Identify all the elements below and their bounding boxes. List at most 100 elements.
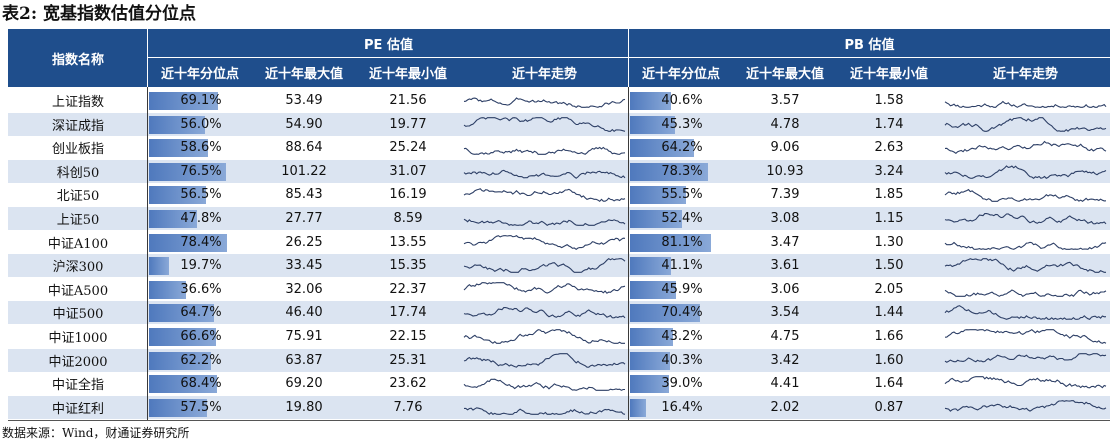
pb-percentile-value: 40.6%: [661, 93, 703, 108]
pe-percentile-value: 57.5%: [180, 399, 222, 415]
header-pe-min: 近十年最小值: [356, 58, 460, 87]
pe-max-value: 33.45: [285, 258, 323, 274]
pe-percentile-value: 68.4%: [180, 376, 222, 392]
pe-trend-sparkline: [463, 281, 626, 294]
pe-max-value: 69.20: [285, 376, 323, 392]
column-separator-pe: [147, 87, 148, 420]
pb-percentile-value: 52.4%: [661, 211, 703, 226]
pe-trend-sparkline-line: [463, 352, 626, 368]
source-note: 数据来源：Wind，财通证券研究所: [2, 426, 190, 440]
pe-min-value: 23.62: [389, 376, 427, 392]
pb-max-value: 4.78: [770, 116, 800, 132]
pe-percentile-value: 78.4%: [180, 234, 222, 250]
pb-trend-sparkline-line: [944, 100, 1107, 108]
pe-min-value: 19.77: [389, 116, 427, 132]
index-name: 中证500: [52, 307, 104, 323]
header-pb-min: 近十年最小值: [837, 58, 941, 87]
pb-percentile-value: 40.3%: [661, 352, 703, 368]
table-row: 中证A100 78.4% 26.25 13.55 81.1% 3.47 1.30: [8, 230, 1110, 254]
pb-trend-sparkline: [944, 399, 1107, 412]
pe-min-value: 17.74: [389, 305, 427, 321]
pb-trend-sparkline-line: [944, 399, 1107, 412]
pe-min-value: 7.76: [393, 399, 423, 415]
pb-trend-sparkline-line: [944, 352, 1107, 363]
pb-trend-sparkline: [944, 305, 1107, 321]
index-name: 科创50: [56, 165, 100, 181]
pb-min-value: 1.50: [874, 258, 904, 274]
pe-max-value: 53.49: [285, 93, 323, 108]
pe-percentile-bar: [149, 257, 169, 276]
pb-percentile-value: 16.4%: [661, 399, 703, 415]
pb-percentile-value: 64.2%: [661, 140, 703, 156]
pe-percentile-value: 69.1%: [180, 93, 222, 108]
pb-percentile-value: 78.3%: [661, 163, 703, 179]
pb-percentile-bar: [630, 398, 647, 417]
pb-max-value: 10.93: [766, 163, 804, 179]
pb-trend-sparkline: [944, 352, 1107, 363]
pb-max-value: 4.75: [770, 329, 800, 344]
pb-max-value: 3.06: [770, 281, 800, 297]
pb-trend-sparkline: [944, 213, 1107, 225]
pe-percentile-bar: [149, 398, 207, 417]
index-name: 中证2000: [48, 354, 108, 370]
table-title: 表2: 宽基指数估值分位点: [2, 4, 197, 24]
pb-max-value: 3.54: [770, 305, 800, 321]
header-pe-percentile: 近十年分位点: [148, 58, 252, 87]
table-row: 沪深300 19.7% 33.45 15.35 41.1% 3.61 1.50: [8, 254, 1110, 278]
pe-min-value: 25.24: [389, 140, 427, 156]
pb-trend-sparkline: [944, 376, 1107, 389]
pe-percentile-bar: [149, 115, 205, 134]
pe-trend-sparkline-line: [463, 188, 626, 203]
pb-percentile-bar: [630, 186, 686, 205]
pb-percentile-value: 45.3%: [661, 116, 703, 132]
valuation-table: 指数名称 PE 估值 PB 估值 近十年分位点 近十年最大值 近十年最小值 近十…: [8, 29, 1110, 421]
pe-max-value: 19.80: [285, 399, 323, 415]
pb-min-value: 2.05: [874, 281, 904, 297]
pe-trend-sparkline: [463, 352, 626, 368]
pb-max-value: 7.39: [770, 187, 800, 203]
pe-percentile-bar: [149, 162, 226, 181]
pe-min-value: 31.07: [389, 163, 427, 179]
pe-trend-sparkline: [463, 116, 626, 132]
index-name: 上证50: [56, 213, 100, 228]
pb-min-value: 1.64: [874, 376, 904, 392]
pb-percentile-value: 45.9%: [661, 281, 703, 297]
pe-percentile-bar: [149, 233, 228, 252]
pb-percentile-bar: [630, 351, 671, 370]
pe-max-value: 54.90: [285, 116, 323, 132]
pb-percentile-bar: [630, 162, 709, 181]
header-pb-group: PB 估值: [629, 29, 1110, 58]
index-name: 深证成指: [51, 118, 104, 134]
pe-percentile-value: 76.5%: [180, 163, 222, 179]
pb-trend-sparkline: [944, 329, 1107, 344]
pb-trend-sparkline: [944, 100, 1107, 108]
pe-trend-sparkline: [463, 329, 625, 344]
pe-max-value: 26.25: [285, 234, 323, 250]
pb-percentile-bar: [630, 375, 669, 394]
pb-min-value: 2.63: [874, 140, 904, 156]
header-pb-percentile: 近十年分位点: [629, 58, 733, 87]
pb-trend-sparkline: [944, 241, 1107, 250]
pb-max-value: 2.02: [770, 399, 800, 415]
pb-trend-sparkline-line: [944, 258, 1106, 274]
pb-trend-sparkline-line: [944, 213, 1107, 225]
pe-max-value: 32.06: [285, 281, 323, 297]
pb-min-value: 1.15: [874, 211, 904, 226]
pe-percentile-bar: [149, 210, 197, 228]
pb-trend-sparkline-line: [944, 289, 1107, 297]
table-row: 科创50 76.5% 101.22 31.07 78.3% 10.93 3.24: [8, 159, 1110, 183]
pb-percentile-value: 41.1%: [661, 258, 703, 274]
pb-trend-sparkline-line: [944, 116, 1107, 132]
pb-percentile-value: 70.4%: [661, 305, 703, 321]
pb-trend-sparkline-line: [944, 305, 1107, 321]
pe-trend-sparkline: [463, 258, 626, 274]
pb-min-value: 1.30: [874, 234, 904, 250]
pb-max-value: 9.06: [770, 140, 800, 156]
pb-max-value: 3.47: [770, 234, 800, 250]
pe-trend-sparkline-line: [463, 116, 626, 132]
header-index-name: 指数名称: [8, 29, 148, 87]
pb-percentile-bar: [630, 328, 674, 346]
pb-percentile-bar: [630, 139, 695, 158]
index-name: 创业板指: [51, 142, 104, 158]
index-name: 中证A100: [47, 236, 109, 252]
